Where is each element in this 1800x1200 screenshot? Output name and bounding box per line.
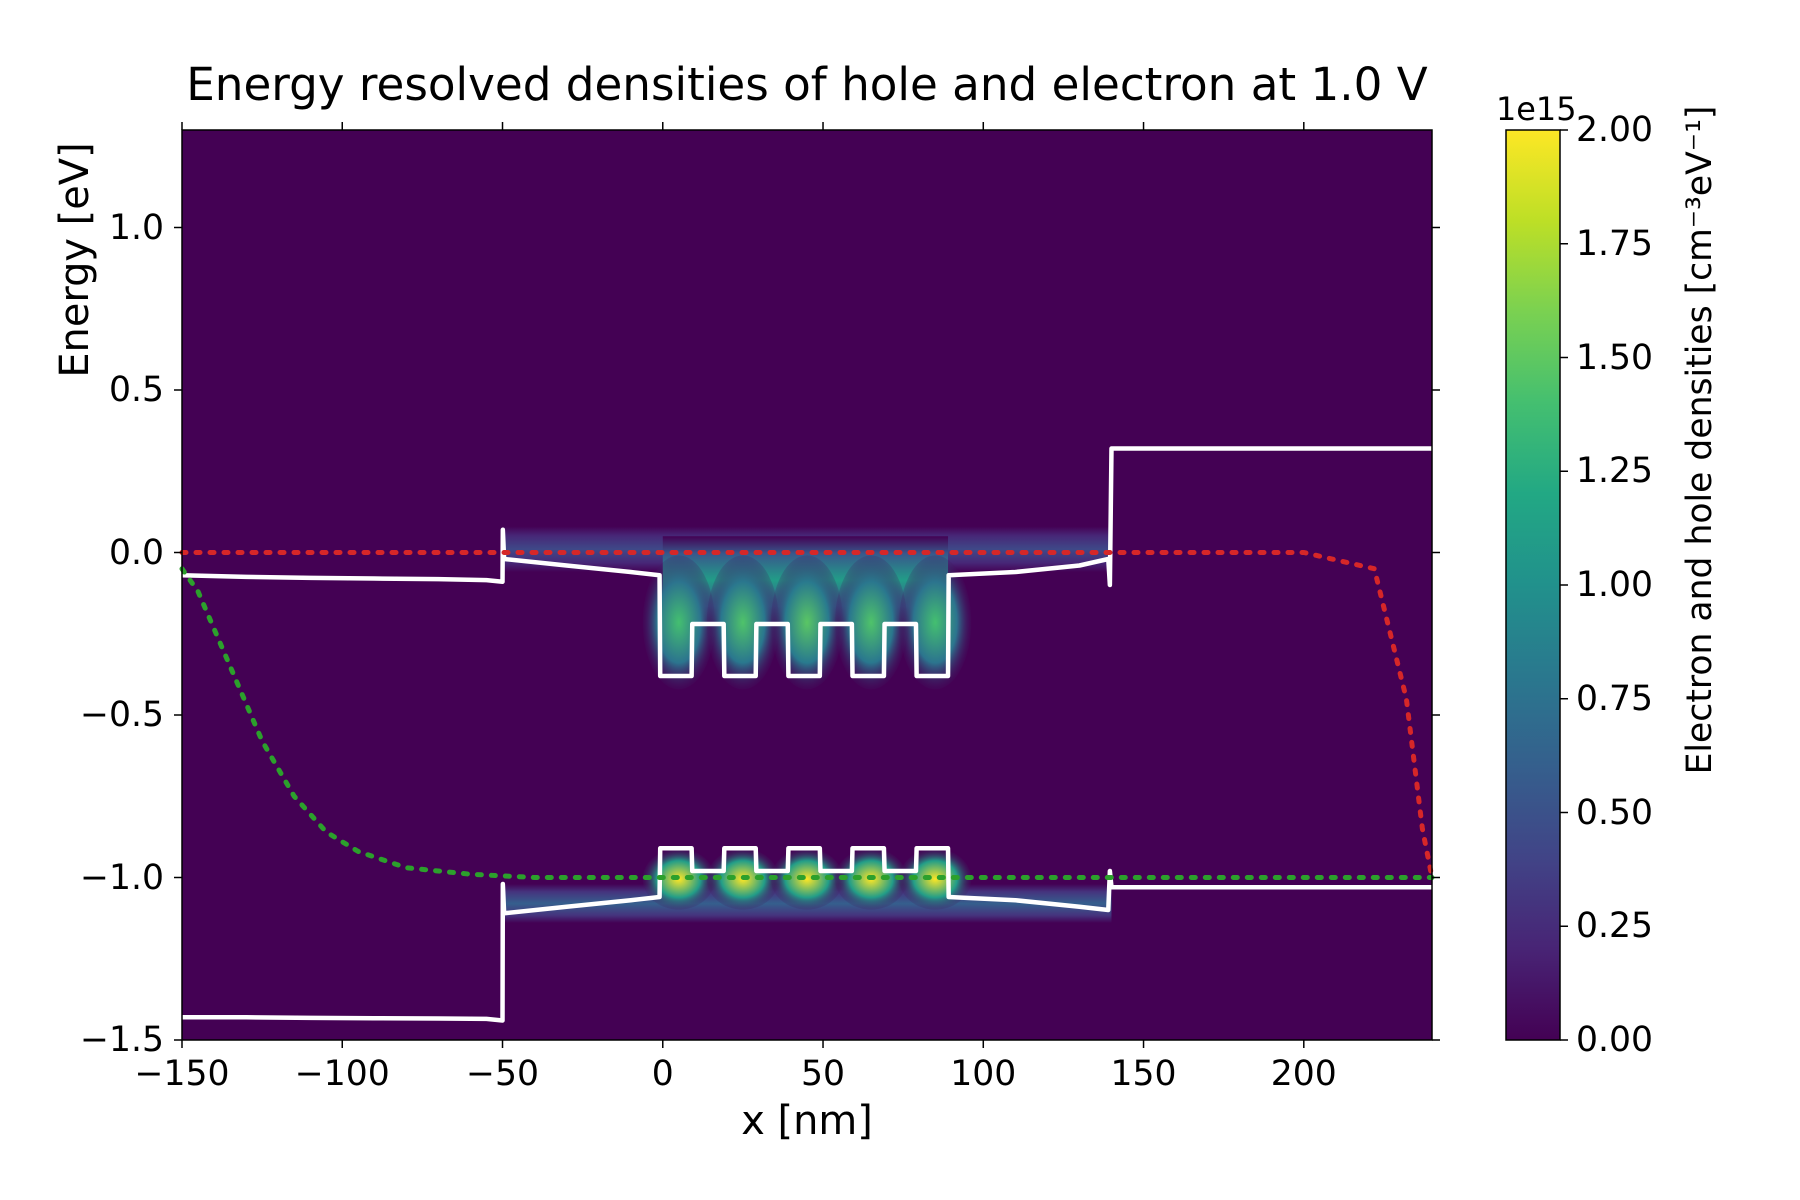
colorbar-tick-label: 1.75: [1576, 224, 1653, 264]
x-tick-label: 200: [1271, 1054, 1337, 1094]
colorbar-tick-label: 0.75: [1576, 679, 1653, 719]
colorbar-exponent: 1e15: [1496, 90, 1577, 128]
x-axis-label: x [nm]: [182, 1098, 1432, 1144]
y-axis-label: Energy [eV]: [52, 0, 98, 715]
chart-title: Energy resolved densities of hole and el…: [182, 58, 1432, 111]
y-tick-label: 1.0: [109, 208, 164, 248]
colorbar-gradient: [1506, 130, 1560, 1040]
colorbar-tick-label: 1.25: [1576, 451, 1653, 491]
colorbar-tick-label: 0.25: [1576, 906, 1653, 946]
chart-title-text: Energy resolved densities of hole and el…: [186, 58, 1428, 111]
colorbar: [1501, 125, 1575, 1045]
colorbar-tick-label: 1.00: [1576, 565, 1653, 605]
x-tick-label: −50: [466, 1054, 539, 1094]
y-tick-label: −1.0: [80, 858, 164, 898]
colorbar-label-text: Electron and hole densities [cm⁻³eV⁻¹]: [1680, 106, 1720, 775]
y-axis-label-text: Energy [eV]: [52, 142, 98, 377]
y-tick-label: −1.5: [80, 1020, 164, 1060]
colorbar-tick-label: 2.00: [1576, 110, 1653, 150]
x-tick-label: −150: [135, 1054, 230, 1094]
x-tick-label: 150: [1111, 1054, 1177, 1094]
colorbar-tick-label: 0.50: [1576, 793, 1653, 833]
x-tick-label: 50: [801, 1054, 845, 1094]
x-axis-label-text: x [nm]: [741, 1098, 873, 1144]
colorbar-tick-label: 0.00: [1576, 1020, 1653, 1060]
figure: Energy resolved densities of hole and el…: [0, 0, 1800, 1200]
colorbar-exponent-text: 1e15: [1496, 90, 1577, 128]
colorbar-label: Electron and hole densities [cm⁻³eV⁻¹]: [1680, 0, 1720, 895]
energy-density-heatmap: [162, 110, 1452, 1060]
y-tick-label: 0.0: [109, 533, 164, 573]
colorbar-tick-marks: [1560, 130, 1568, 1040]
x-tick-label: 100: [950, 1054, 1016, 1094]
colorbar-tick-label: 1.50: [1576, 338, 1653, 378]
y-tick-label: 0.5: [109, 370, 164, 410]
x-tick-label: 0: [652, 1054, 674, 1094]
x-tick-label: −100: [295, 1054, 390, 1094]
